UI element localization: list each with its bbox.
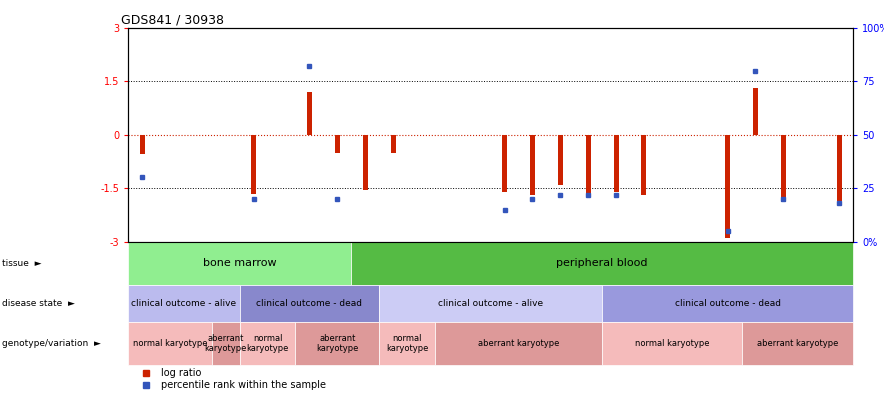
Text: genotype/variation  ►: genotype/variation ► — [2, 339, 101, 348]
Bar — [530, 135, 535, 195]
Text: clinical outcome - alive: clinical outcome - alive — [438, 299, 543, 308]
Bar — [128, 285, 240, 322]
Bar — [128, 242, 351, 285]
Bar — [307, 92, 312, 135]
Bar — [781, 135, 786, 202]
Bar — [836, 135, 842, 201]
Text: aberrant
karyotype: aberrant karyotype — [204, 334, 247, 353]
Bar — [362, 135, 368, 190]
Bar — [240, 285, 379, 322]
Bar — [558, 135, 563, 185]
Text: clinical outcome - dead: clinical outcome - dead — [674, 299, 781, 308]
Text: clinical outcome - dead: clinical outcome - dead — [256, 299, 362, 308]
Text: normal karyotype: normal karyotype — [635, 339, 709, 348]
Bar — [642, 135, 646, 195]
Bar — [351, 242, 853, 285]
Text: clinical outcome - alive: clinical outcome - alive — [132, 299, 237, 308]
Bar — [602, 322, 742, 365]
Text: aberrant karyotype: aberrant karyotype — [478, 339, 560, 348]
Bar — [240, 322, 295, 365]
Text: peripheral blood: peripheral blood — [556, 258, 648, 268]
Bar — [753, 88, 758, 135]
Bar — [391, 135, 395, 152]
Bar — [379, 322, 435, 365]
Bar — [586, 135, 591, 194]
Text: disease state  ►: disease state ► — [2, 299, 74, 308]
Bar — [251, 135, 256, 194]
Text: normal
karyotype: normal karyotype — [385, 334, 428, 353]
Bar — [742, 322, 853, 365]
Bar — [613, 135, 619, 192]
Text: aberrant karyotype: aberrant karyotype — [757, 339, 838, 348]
Text: normal karyotype: normal karyotype — [133, 339, 207, 348]
Text: tissue  ►: tissue ► — [2, 259, 42, 268]
Text: normal
karyotype: normal karyotype — [247, 334, 289, 353]
Bar — [128, 322, 212, 365]
Bar — [212, 322, 240, 365]
Text: aberrant
karyotype: aberrant karyotype — [316, 334, 359, 353]
Bar — [502, 135, 507, 192]
Text: bone marrow: bone marrow — [203, 258, 277, 268]
Text: GDS841 / 30938: GDS841 / 30938 — [121, 13, 224, 27]
Text: percentile rank within the sample: percentile rank within the sample — [161, 379, 326, 390]
Bar — [602, 285, 853, 322]
Bar — [295, 322, 379, 365]
Text: log ratio: log ratio — [161, 368, 202, 378]
Bar — [335, 135, 339, 152]
Bar — [140, 135, 145, 154]
Bar — [435, 322, 602, 365]
Bar — [379, 285, 602, 322]
Bar — [725, 135, 730, 238]
